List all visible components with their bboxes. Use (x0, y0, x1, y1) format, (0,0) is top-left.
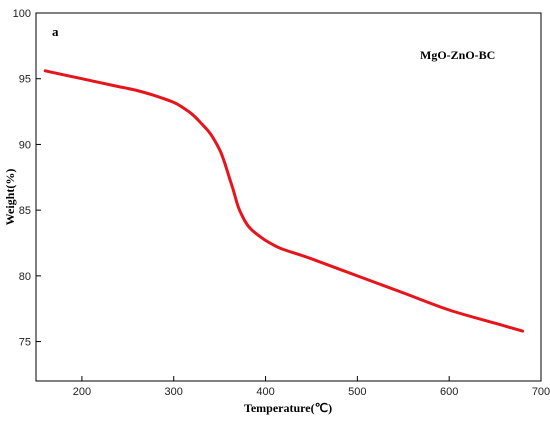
x-tick-label: 200 (73, 386, 91, 398)
x-tick-label: 600 (440, 386, 458, 398)
panel-label: a (52, 24, 59, 39)
y-axis-title: Weight(%) (3, 169, 17, 226)
y-tick-label: 95 (19, 74, 31, 86)
y-tick-label: 90 (19, 139, 31, 151)
y-axis-ticks: 75 80 85 90 95 100 (13, 8, 41, 349)
y-tick-label: 75 (19, 337, 31, 349)
x-tick-label: 400 (256, 386, 274, 398)
x-axis-ticks: 200 300 400 500 600 700 (73, 376, 550, 398)
weight-curve (43, 69, 525, 333)
x-tick-label: 300 (165, 386, 183, 398)
x-tick-label: 700 (532, 386, 550, 398)
y-tick-label: 85 (19, 205, 31, 217)
series-annotation: MgO-ZnO-BC (420, 48, 495, 62)
x-tick-label: 500 (348, 386, 366, 398)
plot-frame (35, 12, 542, 382)
y-tick-label: 100 (13, 8, 31, 20)
x-axis-title: Temperature(℃) (244, 401, 332, 415)
y-tick-label: 80 (19, 271, 31, 283)
